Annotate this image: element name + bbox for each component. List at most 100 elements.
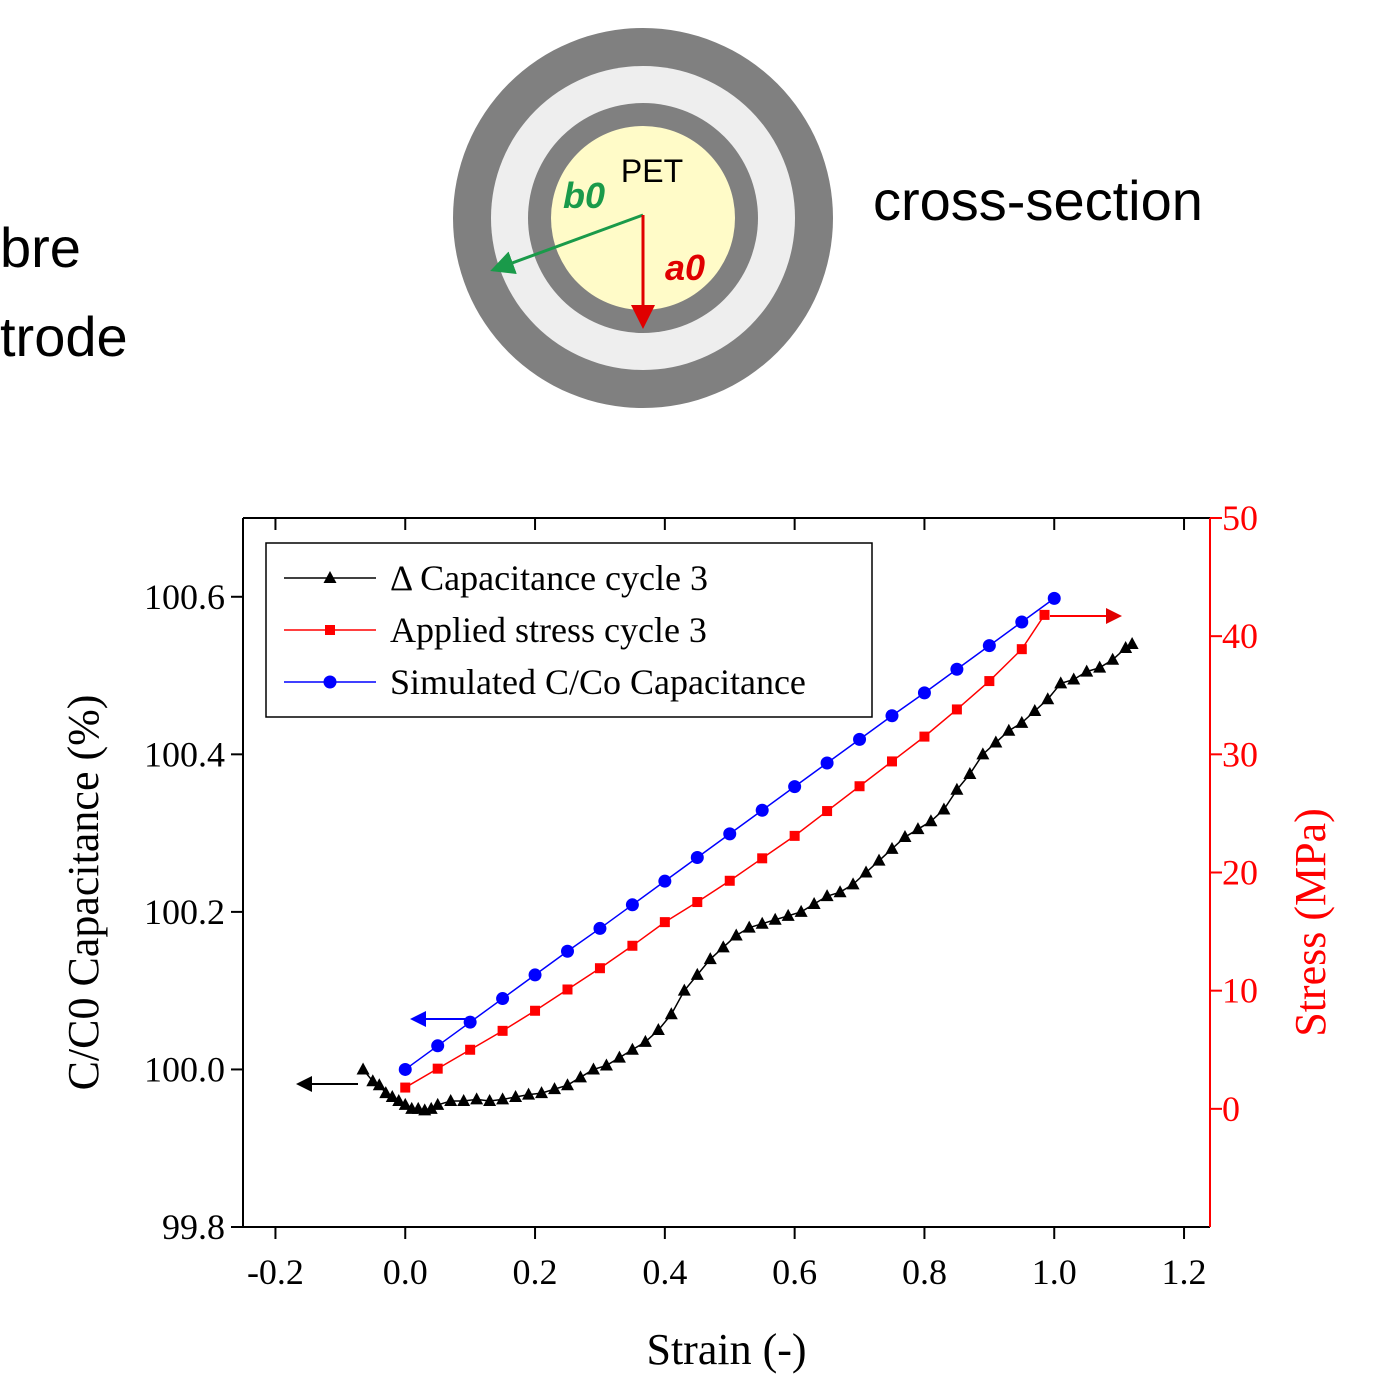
fibre-text: bre [0,216,81,279]
x-tick-label: 0.2 [513,1252,558,1292]
legend-marker [323,571,337,583]
y-tick-label: 100.4 [144,734,225,774]
point [560,1078,574,1091]
point [548,1082,562,1095]
point [356,1062,370,1075]
point [729,928,743,941]
y2-axis-label: Stress (MPa) [1286,808,1335,1037]
y2-tick-label: 10 [1222,971,1258,1011]
point [950,662,964,676]
point [625,898,639,912]
y-tick-label: 100.2 [144,892,225,932]
point [820,889,834,902]
point [1047,591,1061,605]
x-tick-label: 0.8 [902,1252,947,1292]
point [400,1082,411,1093]
point [465,1044,476,1055]
point [562,984,573,995]
point [742,920,756,933]
point [431,1039,445,1053]
point [854,781,865,792]
a-label: a0 [665,247,705,288]
point [1125,637,1139,650]
point [664,1007,678,1020]
point [976,747,990,760]
point [1041,692,1055,705]
point [789,830,800,841]
y2-tick-label: 50 [1222,498,1258,538]
point [392,1093,406,1106]
point [594,963,605,974]
point [470,1092,484,1105]
point [1015,715,1029,728]
point [463,1015,477,1029]
point [1054,676,1068,689]
point [677,983,691,996]
point [898,830,912,843]
point [963,767,977,780]
point [1028,704,1042,717]
point [1002,723,1016,736]
point [794,904,808,917]
point [1039,609,1050,620]
point [788,780,802,794]
legend-marker [325,625,335,635]
point [755,803,769,817]
point [984,676,995,687]
point [535,1086,549,1099]
point [496,1092,510,1105]
point [703,952,717,965]
point [1080,664,1094,677]
point [924,814,938,827]
point [768,912,782,925]
point [690,967,704,980]
point [833,885,847,898]
point [638,1034,652,1047]
point [398,1062,412,1076]
point [496,992,510,1006]
y-tick-label: 99.8 [162,1207,225,1247]
diagram: bre trode PET b0 a0 cross-section [0,28,1203,408]
point [457,1093,471,1106]
point [497,1025,508,1036]
b-arrow [490,213,644,275]
x-tick-label: -0.2 [247,1252,304,1292]
point [432,1063,443,1074]
point [716,940,730,953]
point [509,1090,523,1103]
point [690,851,704,865]
point [724,875,735,886]
point [885,709,899,723]
x-tick-label: 0.4 [642,1252,687,1292]
point [586,1062,600,1075]
point [917,686,931,700]
legend-label: Applied stress cycle 3 [390,610,707,650]
point [911,822,925,835]
legend-marker [323,675,337,689]
x-tick-label: 0.6 [772,1252,817,1292]
y2-tick-label: 0 [1222,1089,1240,1129]
point [424,1101,438,1114]
point [612,1050,626,1063]
point [522,1087,536,1100]
point [989,735,1003,748]
point [366,1074,380,1087]
x-tick-label: 1.0 [1032,1252,1077,1292]
x-tick-label: 1.2 [1162,1252,1207,1292]
point [919,731,930,742]
y-tick-label: 100.6 [144,577,225,617]
point [781,908,795,921]
point [398,1097,412,1110]
legend-label: Simulated C/Co Capacitance [390,662,806,702]
point [872,853,886,866]
chart: -0.2 0.0 0.2 0.4 0.6 0.8 1.0 1.2 99.8 100.0 100.2 1… [59,498,1335,1374]
point [1067,672,1081,685]
point [982,639,996,653]
point [950,782,964,795]
point [692,897,703,908]
b-label: b0 [563,175,605,216]
point [1093,660,1107,673]
point [886,756,897,767]
y2-tick-label: 20 [1222,853,1258,893]
